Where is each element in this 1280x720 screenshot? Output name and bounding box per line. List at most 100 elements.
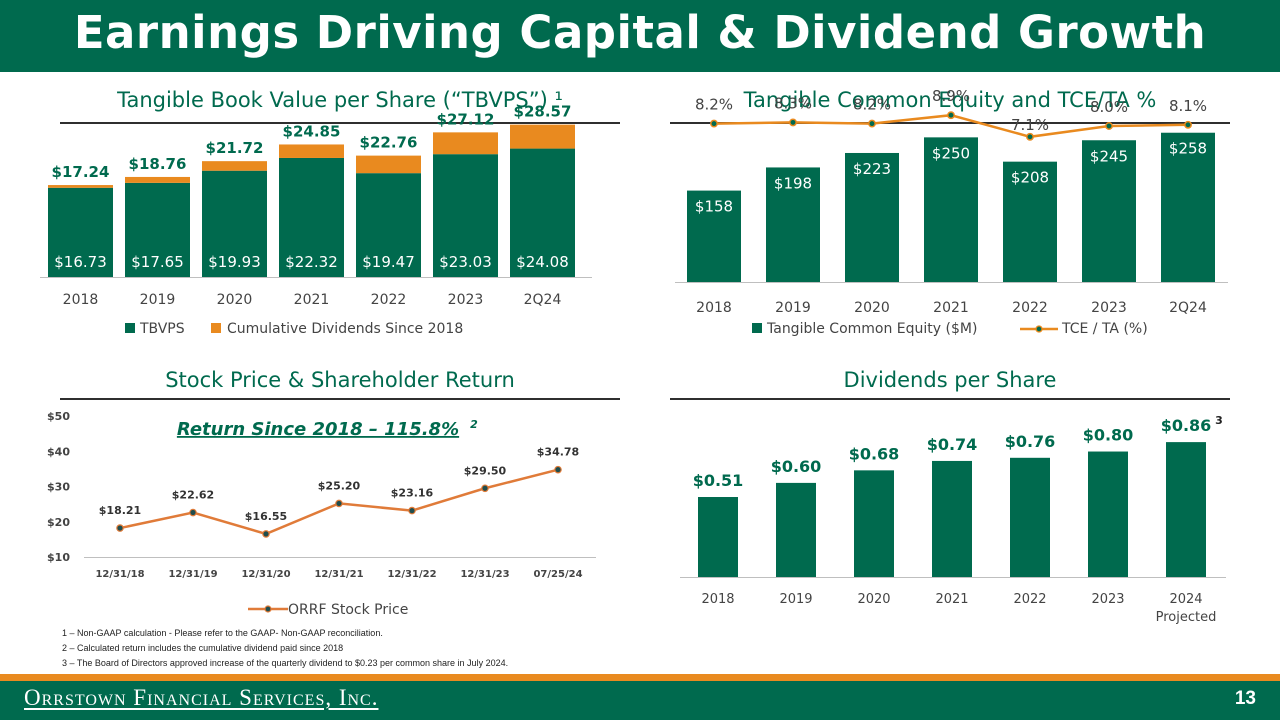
tbvps-bar-label: $19.47: [362, 253, 415, 271]
dividends-bar: [356, 155, 421, 174]
x-tick-label: 2022: [1012, 300, 1048, 316]
tbvps-panel-rule: [60, 122, 620, 124]
y-tick-label: $50: [47, 410, 70, 423]
x-tick-sublabel: Projected: [1156, 610, 1217, 625]
tbvps-bar-label: $23.03: [439, 253, 492, 271]
dividend-bar-label: $0.51: [693, 471, 744, 490]
legend-label-tbvps: TBVPS: [139, 321, 185, 337]
legend-point-tce-ta: [1035, 325, 1043, 333]
dividend-bar: [854, 470, 894, 577]
tbvps-bar-label: $16.73: [54, 253, 107, 271]
footnotes: 1 – Non-GAAP calculation - Please refer …: [62, 626, 508, 671]
tce-bar-label: $198: [774, 174, 812, 192]
footnote-2: 2 – Calculated return includes the cumul…: [62, 643, 344, 653]
tce-panel-rule: [670, 122, 1230, 124]
stock-price-label: $29.50: [464, 464, 507, 477]
x-tick-label: 2018: [701, 592, 734, 607]
tce-ta-label: 8.2%: [853, 96, 891, 114]
return-annotation-footnote: 2: [470, 418, 478, 431]
x-tick-label: 07/25/24: [533, 569, 582, 580]
x-tick-label: 2018: [63, 292, 99, 308]
dividend-bar-label: $0.68: [849, 444, 900, 463]
tce-bar-label: $245: [1090, 147, 1128, 165]
x-tick-label: 2Q24: [524, 292, 562, 308]
x-tick-label: 12/31/18: [95, 569, 144, 580]
tce-ta-point: [1105, 122, 1113, 130]
stock-price-label: $16.55: [245, 510, 287, 523]
footnote-3: 3 – The Board of Directors approved incr…: [62, 658, 509, 668]
x-tick-label: 12/31/20: [241, 569, 290, 580]
footer: Orrstown Financial Services, Inc. 13: [0, 681, 1280, 720]
dividend-bar-label: $0.80: [1083, 426, 1134, 445]
total-label: $18.76: [129, 155, 187, 173]
tbvps-bar: [279, 157, 344, 277]
dividends-bar: [433, 132, 498, 155]
dividends-bar: [510, 124, 575, 149]
legend-label-stock: ORRF Stock Price: [288, 602, 408, 618]
tbvps-bar-label: $22.32: [285, 253, 338, 271]
dps-panel-title: Dividends per Share: [843, 368, 1057, 392]
tce-bar-label: $258: [1169, 140, 1207, 158]
stock-price-point: [481, 484, 489, 493]
dividends-bar: [48, 185, 113, 188]
stock-panel-title: Stock Price & Shareholder Return: [165, 368, 515, 392]
x-tick-label: 2019: [140, 292, 176, 308]
dividend-bar: [1010, 457, 1050, 577]
x-tick-label: 2019: [779, 592, 812, 607]
x-tick-label: 2019: [775, 300, 811, 316]
title-bar: Earnings Driving Capital & Dividend Grow…: [0, 0, 1280, 72]
tbvps-bar-label: $19.93: [208, 253, 261, 271]
dividend-bar-label: $0.86: [1161, 416, 1212, 435]
dps-panel-rule: [670, 398, 1230, 400]
tce-bar: [1161, 132, 1215, 282]
tce-bar: [687, 190, 741, 282]
dividend-bar-label: $0.60: [771, 457, 822, 476]
tce-ta-point: [789, 118, 797, 127]
total-label: $28.57: [514, 103, 572, 121]
dividend-bar: [932, 460, 972, 577]
tbvps-bar-label: $24.08: [516, 253, 569, 271]
stock-price-label: $25.20: [318, 479, 361, 492]
x-tick-label: 2Q24: [1169, 300, 1207, 316]
x-tick-label: 2022: [1013, 592, 1046, 607]
page-number: 13: [1234, 688, 1256, 709]
x-tick-label: 2023: [448, 292, 484, 308]
tce-ta-label: 7.1%: [1011, 116, 1049, 134]
stock-price-label: $22.62: [172, 489, 214, 502]
x-tick-label: 2020: [857, 592, 890, 607]
tce-bar: [1003, 161, 1057, 282]
x-tick-label: 2020: [854, 300, 890, 316]
stock-price-point: [116, 524, 124, 532]
tbvps-bar: [433, 154, 498, 277]
x-tick-label: 2023: [1091, 592, 1124, 607]
tce-ta-point: [710, 119, 718, 128]
x-tick-label: 12/31/22: [387, 569, 436, 580]
legend-swatch-tbvps: [125, 323, 135, 333]
dividends-bar: [125, 176, 190, 183]
total-label: $24.85: [283, 122, 341, 140]
stock-price-point: [408, 506, 416, 515]
legend-label-tce-ta: TCE / TA (%): [1061, 321, 1148, 337]
x-tick-label: 12/31/23: [460, 569, 509, 580]
tce-bar-label: $223: [853, 160, 891, 178]
y-tick-label: $10: [47, 551, 70, 564]
stock-price-label: $18.21: [99, 504, 141, 517]
dividends-bar: [202, 161, 267, 171]
page-title: Earnings Driving Capital & Dividend Grow…: [73, 6, 1207, 59]
tbvps-panel-title: Tangible Book Value per Share (“TBVPS”) …: [117, 88, 563, 112]
legend-swatch-tce: [752, 323, 762, 333]
dividend-bar: [1088, 451, 1128, 577]
stock-price-point: [554, 465, 562, 474]
x-tick-label: 2021: [933, 300, 969, 316]
legend-point-stock: [264, 605, 272, 613]
tce-ta-point: [1026, 132, 1034, 141]
x-tick-label: 12/31/21: [314, 569, 363, 580]
stock-panel-rule: [60, 398, 620, 400]
tce-panel-title: Tangible Common Equity and TCE/TA %: [743, 88, 1157, 112]
tce-ta-point: [868, 119, 876, 128]
tce-ta-label: 8.2%: [695, 96, 733, 114]
dividends-bar: [279, 144, 344, 158]
tce-bar: [924, 137, 978, 282]
total-label: $27.12: [437, 110, 495, 128]
